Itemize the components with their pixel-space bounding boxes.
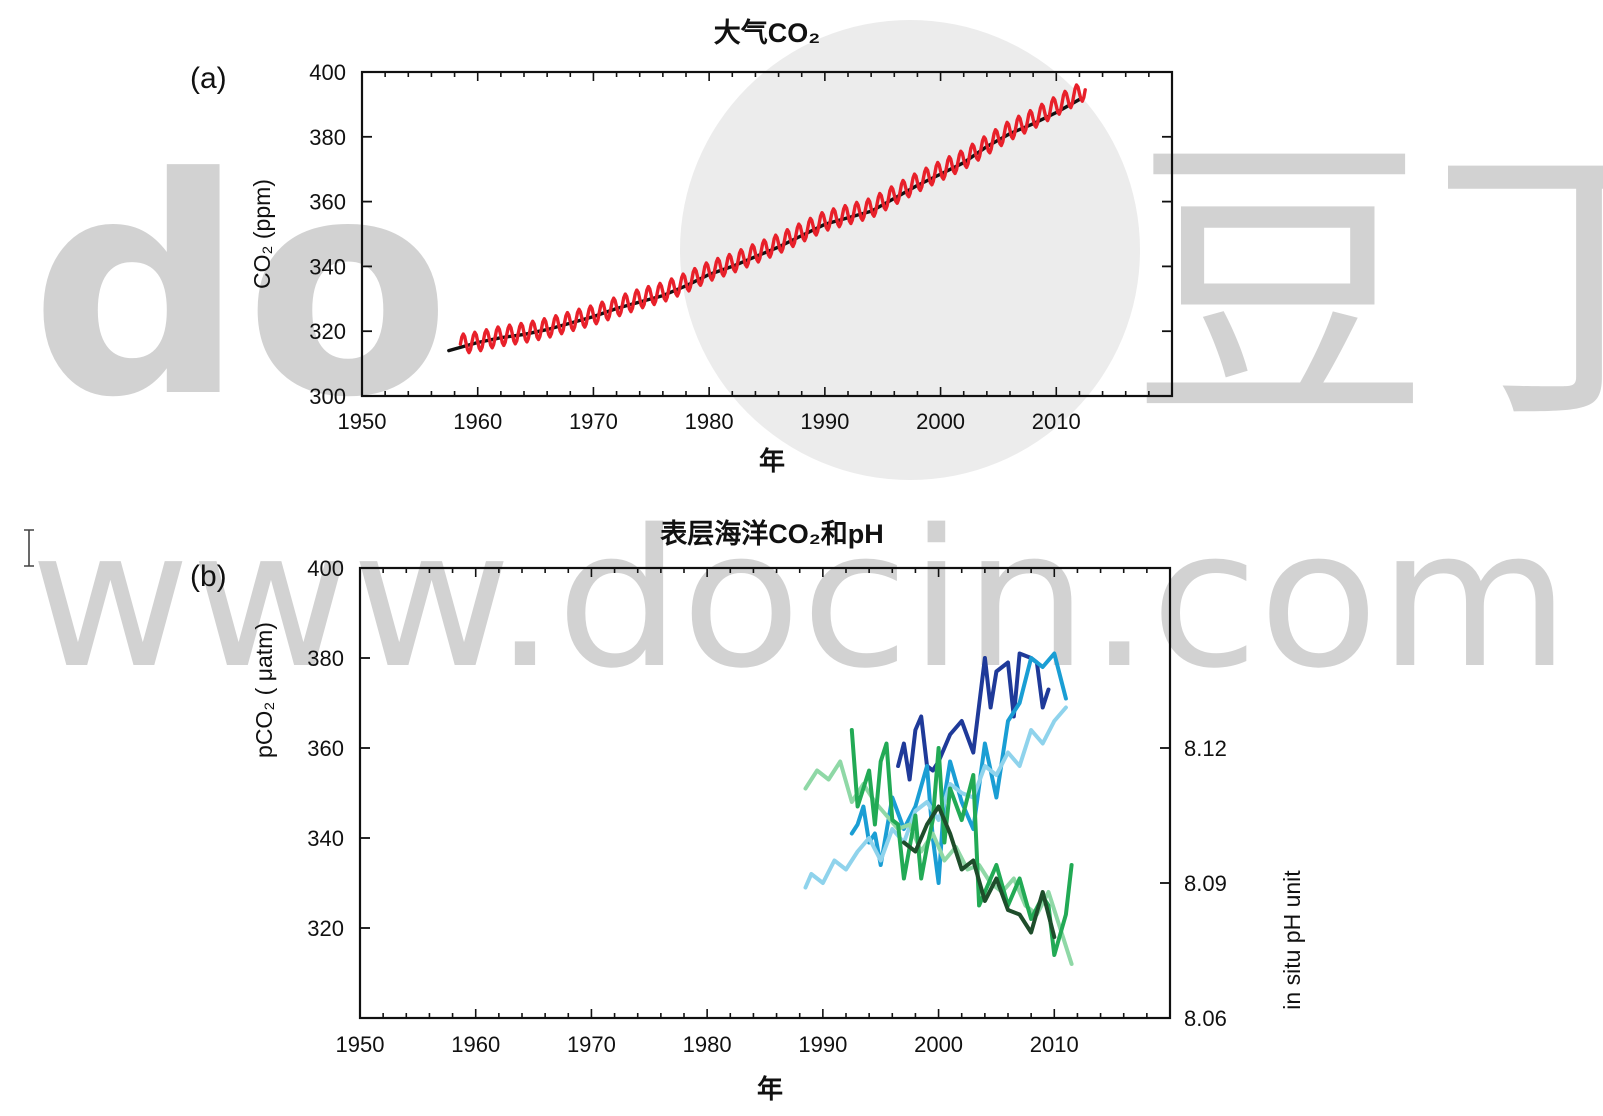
y-tick-label: 300	[309, 384, 346, 409]
y-tick-label: 380	[309, 125, 346, 150]
watermark-left-text: do	[30, 114, 451, 463]
series-line-2	[849, 651, 1068, 885]
plots-layer: 大气CO₂ (a) 年 CO₂ (ppm) 1950 1960 1970 1980 1990 20…	[190, 18, 1305, 1104]
chart-panel-a: 大气CO₂ (a) 年 CO₂ (ppm) 1950 1960 1970 1980 1990 20…	[190, 18, 1174, 476]
y-tick-label: 400	[307, 556, 344, 581]
plot-frame	[360, 70, 1174, 398]
plot-frame	[358, 566, 1172, 1020]
x-tick-label: 1970	[569, 409, 618, 434]
chart-title: 大气CO₂	[714, 18, 821, 48]
y-tick-label: 320	[307, 916, 344, 941]
y-tick-label: 320	[309, 319, 346, 344]
watermark: do 豆丁 www.docin.com	[30, 20, 1603, 710]
series-line-6	[901, 804, 1057, 939]
x-tick-label: 1960	[451, 1032, 500, 1057]
x-tick-label: 1990	[798, 1032, 847, 1057]
y2-axis-label: in situ pH unit	[1279, 870, 1305, 1010]
x-tick-label: 1980	[683, 1032, 732, 1057]
text-cursor-icon	[24, 529, 34, 567]
series-line-1	[896, 651, 1051, 782]
x-tick-label: 1950	[338, 409, 387, 434]
x-tick-label: 2010	[1032, 409, 1081, 434]
series-line-2	[458, 83, 1087, 355]
watermark-cn-text: 豆丁	[1130, 112, 1603, 461]
x-tick-label: 1980	[685, 409, 734, 434]
x-tick-label: 1970	[567, 1032, 616, 1057]
x-tick-label: 1950	[336, 1032, 385, 1057]
y-axis-label: pCO₂ ( μatm)	[251, 622, 277, 758]
x-tick-label: 1990	[800, 409, 849, 434]
y-tick-label: 360	[309, 190, 346, 215]
x-axis-label: 年	[759, 446, 785, 476]
x-tick-label: 2000	[916, 409, 965, 434]
y2-tick-label: 8.06	[1184, 1006, 1227, 1031]
y-axis-label: CO₂ (ppm)	[249, 179, 275, 289]
chart-title: 表层海洋CO₂和pH	[660, 518, 884, 549]
y-tick-label: 360	[307, 736, 344, 761]
x-tick-label: 2010	[1030, 1032, 1079, 1057]
y-tick-label: 400	[309, 60, 346, 85]
x-tick-label: 2000	[914, 1032, 963, 1057]
y-tick-label: 340	[307, 826, 344, 851]
y-tick-label: 380	[307, 646, 344, 671]
chart-panel-b: 表层海洋CO₂和pH (b) 年 pCO₂ ( μatm) 1950 1960 1970 19…	[190, 518, 1305, 1104]
x-tick-label: 1960	[453, 409, 502, 434]
panel-label: (b)	[190, 560, 227, 593]
x-axis-label: 年	[757, 1074, 783, 1104]
y-tick-label: 340	[309, 254, 346, 279]
series-line-5	[849, 728, 1074, 957]
panel-label: (a)	[190, 62, 227, 95]
y2-tick-label: 8.12	[1184, 736, 1227, 761]
y2-tick-label: 8.09	[1184, 871, 1227, 896]
watermark-disc	[680, 20, 1140, 480]
watermark-domain-text: www.docin.com	[30, 489, 1570, 710]
